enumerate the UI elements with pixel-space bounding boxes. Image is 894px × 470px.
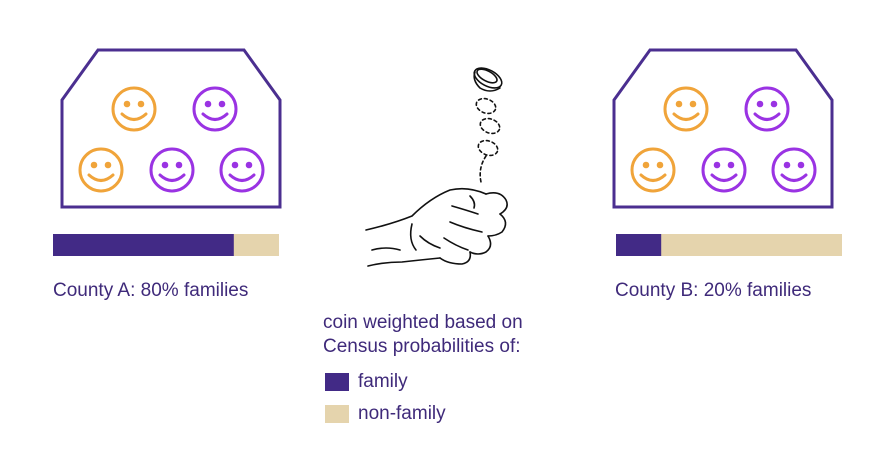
county-b-faces xyxy=(630,86,817,193)
county-a-house xyxy=(60,48,282,209)
orange-smiley-face-icon xyxy=(663,86,709,132)
hand-flipping-coin-icon xyxy=(365,67,508,267)
purple-smiley-face-icon xyxy=(701,147,747,193)
coin-caption-line1: coin weighted based on xyxy=(323,312,523,333)
purple-smiley-face-icon xyxy=(771,147,817,193)
county-a-label: County A: 80% families xyxy=(53,280,249,301)
purple-smiley-face-icon xyxy=(744,86,790,132)
hand-icon xyxy=(365,187,508,267)
county-b-house-outline xyxy=(612,48,834,209)
county-a-faces xyxy=(78,86,265,193)
county-a-house-outline xyxy=(60,48,282,209)
county-a-family-bar xyxy=(53,234,234,256)
county-b-family-bar xyxy=(616,234,662,256)
coin-caption-line2: Census probabilities of: xyxy=(323,336,521,357)
orange-smiley-face-icon xyxy=(111,86,157,132)
coin-icon xyxy=(473,67,503,92)
purple-smiley-face-icon xyxy=(192,86,238,132)
county-b-house xyxy=(612,48,834,209)
county-b-non-family-bar xyxy=(616,234,842,256)
orange-smiley-face-icon xyxy=(78,147,124,193)
legend-non-family-swatch xyxy=(325,405,349,423)
legend-non-family-label: non-family xyxy=(358,403,446,424)
orange-smiley-face-icon xyxy=(630,147,676,193)
purple-smiley-face-icon xyxy=(219,147,265,193)
county-b-label: County B: 20% families xyxy=(615,280,812,301)
county-a-bar xyxy=(53,234,279,256)
legend-family-label: family xyxy=(358,371,408,392)
purple-smiley-face-icon xyxy=(149,147,195,193)
legend-family-swatch xyxy=(325,373,349,391)
coin-trajectory xyxy=(475,97,501,183)
county-b-bar xyxy=(616,234,842,256)
